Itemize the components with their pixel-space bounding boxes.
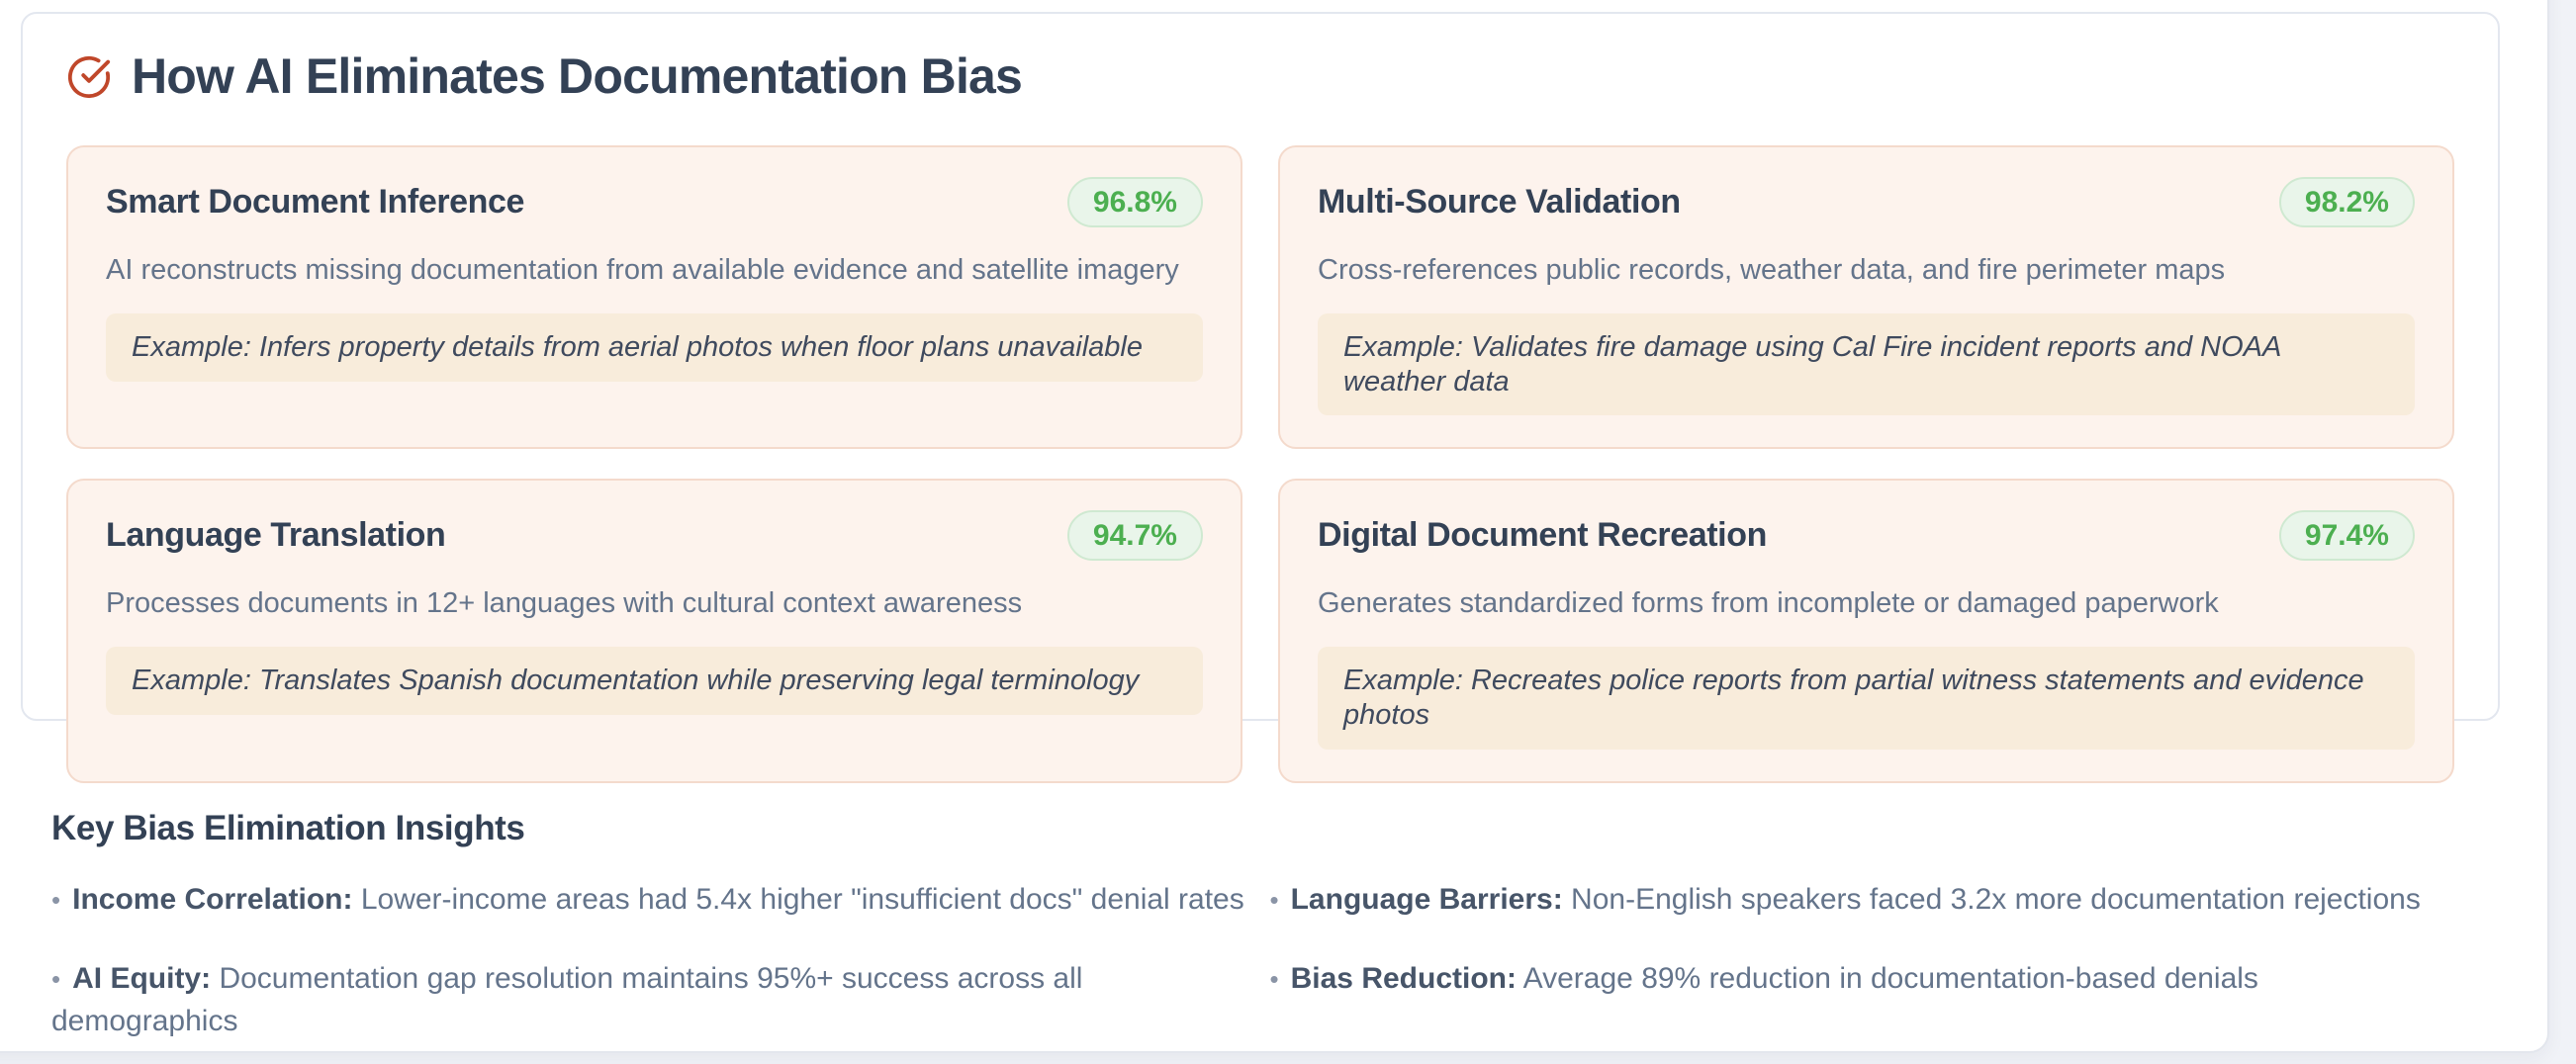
check-circle-icon <box>66 54 112 100</box>
bullet-icon: • <box>51 885 61 915</box>
capability-card-smart-document-inference: Smart Document Inference 96.8% AI recons… <box>66 145 1242 450</box>
accuracy-badge: 94.7% <box>1066 510 1203 562</box>
capability-card-digital-document-recreation: Digital Document Recreation 97.4% Genera… <box>1278 479 2454 783</box>
capability-example: Example: Validates fire damage using Cal… <box>1318 312 2415 416</box>
insight-text: Non-English speakers faced 3.2x more doc… <box>1571 883 2421 916</box>
card-header: Multi-Source Validation 98.2% <box>1318 177 2415 227</box>
insight-item-income-correlation: • Income Correlation: Lower-income areas … <box>51 878 1270 922</box>
insight-item-language-barriers: • Language Barriers: Non-English speakers… <box>1270 878 2489 922</box>
capability-example: Example: Recreates police reports from p… <box>1318 647 2415 750</box>
insight-item-bias-reduction: • Bias Reduction: Average 89% reduction i… <box>1270 957 2489 1043</box>
insight-label: AI Equity: <box>72 961 212 995</box>
capability-name: Language Translation <box>106 516 446 555</box>
insight-label: Language Barriers: <box>1290 883 1563 916</box>
capability-example: Example: Translates Spanish documentatio… <box>106 647 1203 715</box>
capability-name: Multi-Source Validation <box>1318 183 1681 221</box>
capability-description: Processes documents in 12+ languages wit… <box>106 587 1023 620</box>
insight-text: Average 89% reduction in documentation-b… <box>1522 961 2258 995</box>
capability-card-language-translation: Language Translation 94.7% Processes doc… <box>66 479 1242 783</box>
accuracy-badge: 98.2% <box>2278 177 2415 227</box>
panel-title: How AI Eliminates Documentation Bias <box>132 48 1023 104</box>
accuracy-badge: 97.4% <box>2278 510 2415 562</box>
report-section-card: How AI Eliminates Documentation Bias Sma… <box>0 0 2549 1053</box>
insights-section: Key Bias Elimination Insights • Income Co… <box>51 809 2488 1043</box>
card-header: Language Translation 94.7% <box>106 510 1203 562</box>
insight-label: Income Correlation: <box>72 883 353 916</box>
capability-name: Smart Document Inference <box>106 183 525 221</box>
capability-name: Digital Document Recreation <box>1318 516 1767 555</box>
insights-title: Key Bias Elimination Insights <box>51 809 525 847</box>
insight-grid: • Income Correlation: Lower-income areas … <box>51 878 2488 1043</box>
ai-documentation-bias-panel: How AI Eliminates Documentation Bias Sma… <box>21 12 2500 783</box>
capability-card-multi-source-validation: Multi-Source Validation 98.2% Cross-refe… <box>1278 145 2454 450</box>
accuracy-badge: 96.8% <box>1066 177 1203 227</box>
capability-grid: Smart Document Inference 96.8% AI recons… <box>66 145 2454 783</box>
bullet-icon: • <box>1269 963 1279 994</box>
capability-description: Generates standardized forms from incomp… <box>1318 587 2219 620</box>
capability-example: Example: Infers property details from ae… <box>106 312 1203 382</box>
bullet-icon: • <box>51 963 61 994</box>
bullet-icon: • <box>1269 885 1279 915</box>
capability-description: AI reconstructs missing documentation fr… <box>106 254 1179 286</box>
insight-text: Lower-income areas had 5.4x higher "insu… <box>360 883 1244 916</box>
card-header: Digital Document Recreation 97.4% <box>1318 510 2415 562</box>
capability-description: Cross-references public records, weather… <box>1318 254 2226 286</box>
insight-item-ai-equity: • AI Equity: Documentation gap resolution… <box>51 957 1270 1043</box>
insight-text: Documentation gap resolution maintains 9… <box>51 961 1083 1038</box>
card-header: Smart Document Inference 96.8% <box>106 177 1203 227</box>
panel-header: How AI Eliminates Documentation Bias <box>66 49 2454 104</box>
insight-label: Bias Reduction: <box>1290 961 1517 995</box>
